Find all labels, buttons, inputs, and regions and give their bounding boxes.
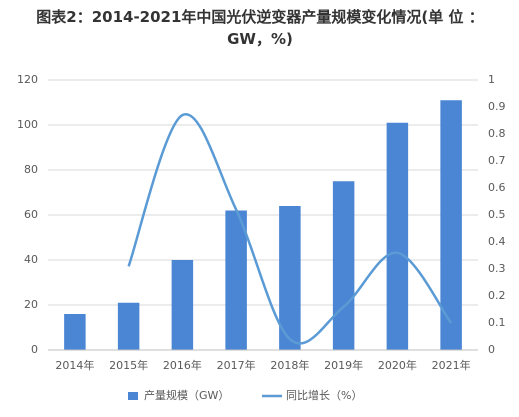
- y2-tick-label: 0.2: [488, 289, 506, 302]
- bar: [332, 181, 355, 350]
- bar: [440, 100, 462, 350]
- y2-tick-label: 0.3: [488, 262, 506, 275]
- y2-tick-label: 0.9: [488, 100, 506, 113]
- y2-tick-label: 0.6: [488, 181, 506, 194]
- bar: [386, 122, 409, 350]
- y-tick-label: 40: [24, 253, 38, 266]
- x-tick-label: 2018年: [270, 358, 309, 372]
- x-tick-label: 2017年: [217, 358, 256, 372]
- y2-tick-label: 0.5: [488, 208, 506, 221]
- line: [127, 113, 453, 345]
- y-tick-label: 60: [24, 208, 38, 221]
- y2-tick-label: 0.7: [488, 154, 506, 167]
- y-tick-label: 80: [24, 163, 38, 176]
- bar: [279, 206, 301, 350]
- x-tick-label: 2016年: [163, 358, 202, 372]
- bar: [171, 260, 194, 350]
- bar: [225, 210, 247, 350]
- y2-tick-label: 1: [488, 73, 495, 86]
- bar: [117, 302, 140, 350]
- legend-label: 同比增长（%）: [286, 388, 362, 402]
- legend-swatch: [128, 392, 138, 400]
- y-tick-label: 100: [17, 118, 38, 131]
- bar: [64, 314, 86, 350]
- chart-title: 图表2：2014-2021年中国光伏逆变器产量规模变化情况(单 位 ：GW，%): [36, 8, 484, 48]
- x-tick-label: 2015年: [109, 358, 148, 372]
- y-tick-label: 120: [17, 73, 38, 86]
- y2-tick-label: 0.4: [488, 235, 506, 248]
- x-tick-label: 2021年: [432, 358, 471, 372]
- y-tick-label: 20: [24, 298, 38, 311]
- y-tick-label: 0: [31, 343, 38, 356]
- x-tick-label: 2020年: [378, 358, 417, 372]
- y2-tick-label: 0: [488, 343, 495, 356]
- x-tick-label: 2019年: [324, 358, 363, 372]
- legend-label: 产量规模（GW）: [144, 388, 229, 402]
- y2-tick-label: 0.1: [488, 316, 506, 329]
- y2-tick-label: 0.8: [488, 127, 506, 140]
- x-tick-label: 2014年: [55, 358, 94, 372]
